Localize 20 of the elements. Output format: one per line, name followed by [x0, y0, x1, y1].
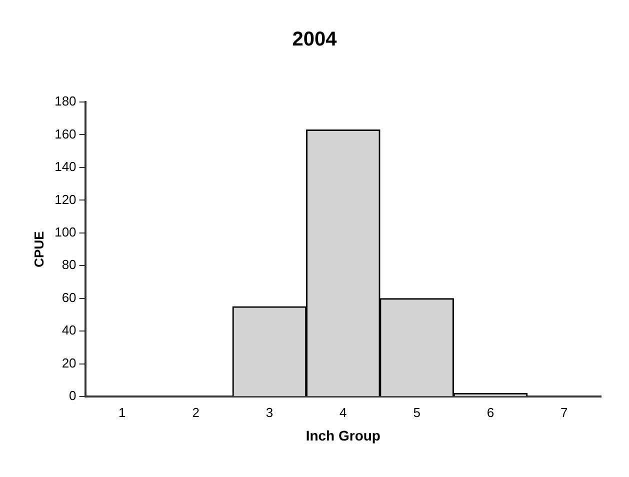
x-tick-label: 4: [340, 404, 347, 420]
x-tick-label: 2: [192, 404, 200, 420]
y-tick-label: 0: [69, 388, 76, 404]
y-tick-label: 120: [54, 192, 76, 207]
y-tick-label: 80: [62, 257, 76, 272]
y-axis-title: CPUE: [31, 230, 46, 268]
x-axis-title: Inch Group: [306, 427, 380, 444]
x-tick-label: 3: [266, 404, 274, 420]
y-tick-label: 160: [54, 126, 76, 142]
y-tick-label: 180: [54, 94, 76, 109]
y-tick-label: 20: [62, 355, 76, 370]
y-tick-label: 40: [62, 322, 76, 338]
x-tick-label: 1: [118, 404, 126, 420]
x-tick-label: 6: [486, 404, 494, 420]
chart-title: 2004: [292, 28, 338, 51]
x-tick-label: 7: [560, 404, 568, 420]
y-tick-label: 140: [54, 159, 76, 174]
y-tick-label: 100: [54, 224, 76, 240]
y-tick-label: 60: [62, 290, 76, 305]
x-tick-label: 5: [413, 404, 420, 420]
